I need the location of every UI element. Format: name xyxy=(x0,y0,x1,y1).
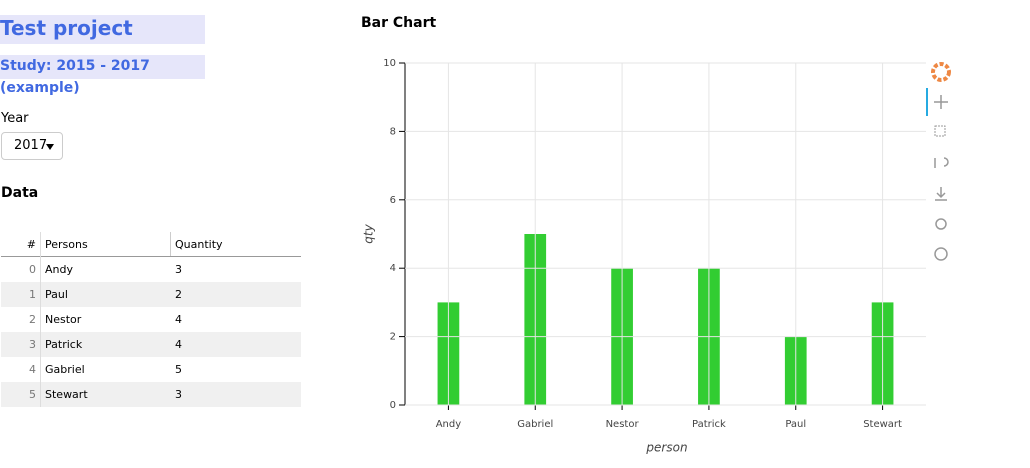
table-row: 4 Gabriel 5 xyxy=(1,357,301,382)
x-tick-label: Nestor xyxy=(606,419,640,430)
table-cell: 3 xyxy=(175,388,182,401)
table-cell: Stewart xyxy=(45,388,88,401)
x-tick-label: Andy xyxy=(436,419,462,430)
y-axis-label: qty xyxy=(362,223,376,243)
table-cell: 1 xyxy=(1,282,41,307)
header-row: # Persons Quantity xyxy=(1,232,301,257)
wheel-zoom-tool[interactable] xyxy=(934,157,949,168)
column-header: Persons xyxy=(45,238,88,251)
table-cell: 3 xyxy=(1,332,41,357)
table-row: 5 Stewart 3 xyxy=(1,382,301,407)
x-axis-label: person xyxy=(645,441,687,455)
save-tool[interactable] xyxy=(935,187,947,201)
table-cell: Paul xyxy=(45,288,68,301)
box-zoom-tool[interactable] xyxy=(934,125,946,137)
table-cell: Gabriel xyxy=(45,363,85,376)
reset-tool[interactable] xyxy=(935,218,947,230)
table-row: 3 Patrick 4 xyxy=(1,332,301,357)
table-cell: 2 xyxy=(175,288,182,301)
table-cell: 0 xyxy=(1,257,41,282)
pan-tool[interactable] xyxy=(934,95,948,109)
table-cell: Andy xyxy=(45,263,73,276)
table-cell: Nestor xyxy=(45,313,82,326)
table-row: 0 Andy 3 xyxy=(1,257,301,282)
table-cell: 5 xyxy=(1,382,41,407)
page-title: Test project xyxy=(0,15,205,44)
y-tick-label: 8 xyxy=(390,126,396,137)
table-cell: 4 xyxy=(175,313,182,326)
table-row: 2 Nestor 4 xyxy=(1,307,301,332)
x-tick-label: Stewart xyxy=(863,419,902,430)
x-tick-label: Patrick xyxy=(692,419,726,430)
toolbar xyxy=(926,62,951,261)
table-cell: 3 xyxy=(175,263,182,276)
section-title: Data xyxy=(1,185,39,201)
chart-title: Bar Chart xyxy=(361,15,436,31)
table-cell: 4 xyxy=(1,357,41,382)
column-separator xyxy=(170,232,171,256)
x-tick-label: Paul xyxy=(785,419,806,430)
y-tick-label: 10 xyxy=(383,58,396,69)
y-tick-label: 6 xyxy=(390,195,396,206)
table-row: 1 Paul 2 xyxy=(1,282,301,307)
x-tick-label: Gabriel xyxy=(517,419,553,430)
column-header: # xyxy=(1,232,41,257)
table-cell: 5 xyxy=(175,363,182,376)
data-table: # Persons Quantity 0 Andy 3 1 Paul 2 2 Nestor 4 3 Pat… xyxy=(1,232,301,407)
table-cell: Patrick xyxy=(45,338,83,351)
column-header: Quantity xyxy=(175,238,223,251)
select-label: Year xyxy=(1,111,29,126)
table-cell: 4 xyxy=(175,338,182,351)
table-cell: 2 xyxy=(1,307,41,332)
help-tool[interactable] xyxy=(934,247,948,261)
year-select[interactable]: 2017 xyxy=(1,132,63,160)
y-tick-label: 2 xyxy=(390,332,396,343)
page-subtitle: Study: 2015 - 2017 (example) xyxy=(0,55,205,96)
y-tick-label: 0 xyxy=(390,400,396,411)
y-tick-label: 4 xyxy=(390,263,396,274)
logo[interactable] xyxy=(931,62,951,82)
